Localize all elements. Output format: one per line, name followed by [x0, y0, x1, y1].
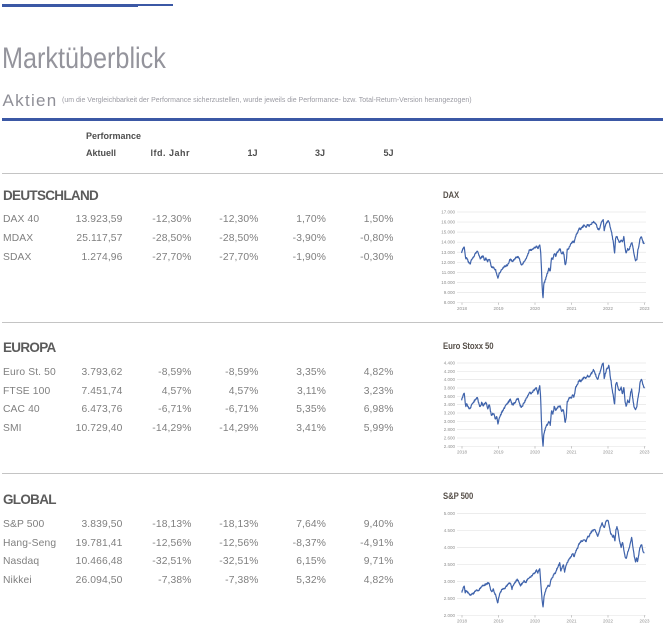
svg-text:17.000: 17.000 [441, 210, 455, 215]
svg-text:4.200: 4.200 [444, 369, 456, 374]
svg-text:5.000: 5.000 [444, 511, 456, 516]
svg-text:2019: 2019 [493, 306, 504, 311]
svg-text:2021: 2021 [566, 619, 577, 624]
svg-text:14.000: 14.000 [441, 240, 455, 245]
svg-text:2.500: 2.500 [444, 596, 456, 601]
svg-text:12.000: 12.000 [441, 260, 455, 265]
svg-text:2020: 2020 [530, 619, 541, 624]
svg-text:4.400: 4.400 [444, 361, 456, 366]
svg-text:2018: 2018 [457, 450, 468, 455]
svg-text:15.000: 15.000 [441, 230, 455, 235]
svg-text:2018: 2018 [457, 619, 468, 624]
svg-text:3.500: 3.500 [444, 562, 456, 567]
svg-text:2021: 2021 [566, 450, 577, 455]
svg-text:2022: 2022 [603, 619, 614, 624]
svg-text:2020: 2020 [530, 306, 541, 311]
svg-text:9.000: 9.000 [444, 290, 456, 295]
svg-text:3.200: 3.200 [444, 410, 456, 415]
svg-text:13.000: 13.000 [441, 250, 455, 255]
svg-text:2023: 2023 [639, 450, 650, 455]
svg-text:2.400: 2.400 [444, 444, 456, 449]
svg-text:3.000: 3.000 [444, 419, 456, 424]
svg-text:10.000: 10.000 [441, 280, 455, 285]
svg-text:4.000: 4.000 [444, 545, 456, 550]
svg-text:2.600: 2.600 [444, 435, 456, 440]
svg-text:16.000: 16.000 [441, 220, 455, 225]
svg-text:2019: 2019 [493, 619, 504, 624]
svg-text:2019: 2019 [493, 450, 504, 455]
svg-text:3.600: 3.600 [444, 394, 456, 399]
svg-text:8.000: 8.000 [444, 300, 456, 305]
svg-text:2018: 2018 [457, 306, 468, 311]
svg-text:2020: 2020 [530, 450, 541, 455]
svg-text:2.000: 2.000 [444, 613, 456, 618]
svg-text:3.800: 3.800 [444, 385, 456, 390]
svg-text:2023: 2023 [639, 619, 650, 624]
svg-text:11.000: 11.000 [442, 270, 456, 275]
svg-text:3.400: 3.400 [444, 402, 456, 407]
svg-text:4.000: 4.000 [444, 377, 456, 382]
svg-text:2021: 2021 [566, 306, 577, 311]
svg-text:2022: 2022 [603, 306, 614, 311]
svg-text:3.000: 3.000 [444, 579, 456, 584]
svg-text:4.500: 4.500 [444, 528, 456, 533]
svg-text:2023: 2023 [639, 306, 650, 311]
svg-text:2022: 2022 [603, 450, 614, 455]
svg-text:2.800: 2.800 [444, 427, 456, 432]
